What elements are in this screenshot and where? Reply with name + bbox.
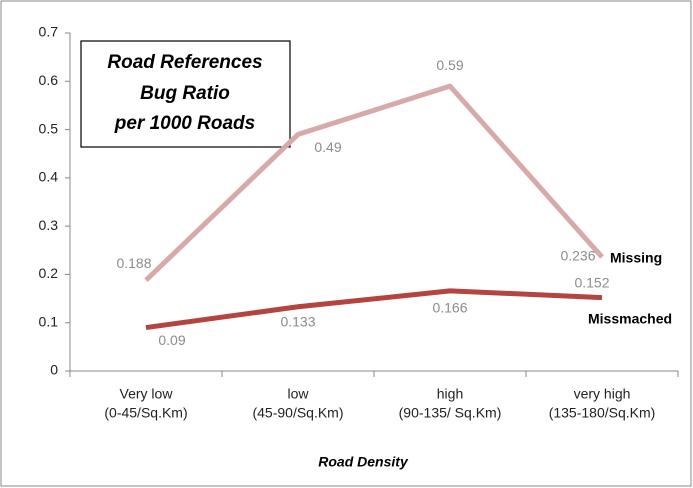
x-tick-label: (90-135/ Sq.Km)	[399, 405, 502, 421]
line-series	[145, 288, 603, 331]
y-tick-label: 0.5	[39, 120, 59, 136]
x-tick-label: very high	[574, 386, 631, 402]
data-label: 0.133	[280, 313, 315, 329]
line-series	[144, 83, 604, 283]
y-tick-label: 0.4	[39, 169, 59, 185]
x-tick-label: low	[287, 386, 309, 402]
chart-title: Road References	[107, 52, 262, 73]
data-label: 0.236	[560, 248, 595, 264]
data-label: 0.49	[314, 139, 341, 155]
series-name: Missmached	[588, 310, 672, 326]
x-tick-label: (45-90/Sq.Km)	[252, 405, 343, 421]
y-tick-label: 0	[50, 362, 58, 378]
series-name: Missing	[610, 250, 662, 266]
data-label: 0.152	[574, 274, 609, 290]
y-tick-label: 0.1	[39, 313, 59, 329]
chart-title: per 1000 Roads	[114, 113, 255, 134]
y-tick-label: 0.3	[39, 217, 59, 233]
x-tick-label: high	[437, 386, 463, 402]
y-tick-label: 0.7	[39, 24, 59, 40]
data-label: 0.09	[158, 332, 185, 348]
chart-title: Bug Ratio	[140, 83, 230, 104]
data-label: 0.166	[432, 300, 467, 316]
x-axis-label: Road Density	[318, 454, 409, 470]
x-tick-label: (0-45/Sq.Km)	[104, 405, 187, 421]
y-tick-label: 0.2	[39, 265, 59, 281]
data-label: 0.188	[116, 255, 151, 271]
data-label: 0.59	[436, 57, 463, 73]
title-box	[80, 40, 291, 148]
x-tick-label: Very low	[120, 386, 174, 402]
x-tick-label: (135-180/Sq.Km)	[549, 405, 656, 421]
y-tick-label: 0.6	[39, 72, 59, 88]
